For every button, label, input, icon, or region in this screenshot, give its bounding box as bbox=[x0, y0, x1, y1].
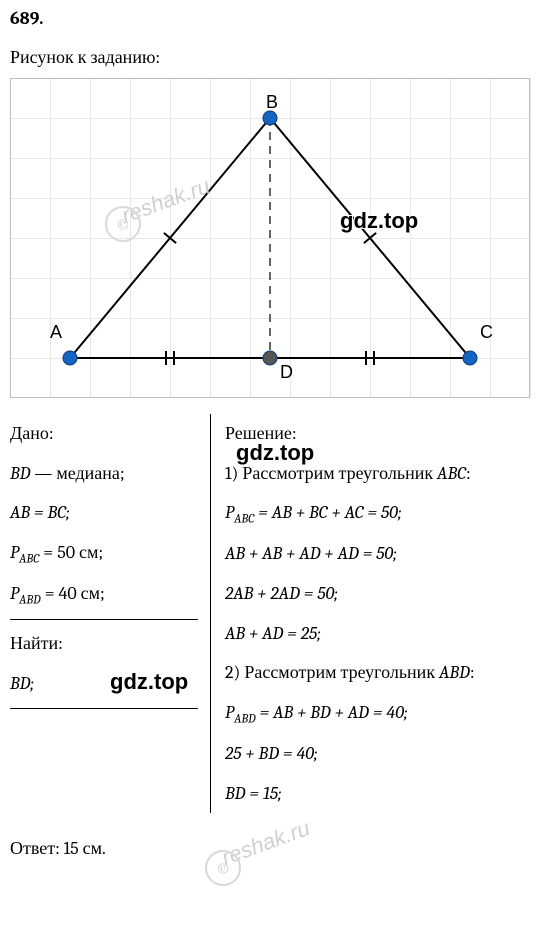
svg-text:C: C bbox=[480, 322, 493, 342]
answer-value: 15 см. bbox=[64, 838, 106, 859]
sol-line-9: BD = 15; bbox=[225, 774, 541, 814]
txt: P bbox=[225, 702, 234, 723]
given-line-4: PABD = 40 см; bbox=[10, 574, 198, 615]
solution-title: Решение: bbox=[225, 414, 541, 454]
diagram: ABCD reshak.ru © gdz.top bbox=[10, 78, 541, 398]
txt: P bbox=[10, 583, 19, 604]
sol-line-5: AB + AD = 25; bbox=[225, 614, 541, 654]
solution-columns: Дано: BD — медиана; AB = BC; PABC = 50 с… bbox=[10, 414, 541, 813]
txt: : bbox=[466, 463, 471, 484]
txt: ABD bbox=[439, 662, 470, 683]
txt: = AB + BD + AD = 40; bbox=[256, 702, 408, 723]
given-line-3: PABC = 50 см; bbox=[10, 533, 198, 574]
txt: ABD bbox=[234, 712, 256, 726]
svg-text:D: D bbox=[280, 362, 293, 382]
txt: ABD bbox=[19, 594, 41, 608]
divider-1 bbox=[10, 619, 198, 620]
txt: 1) Рассмотрим треугольник bbox=[225, 463, 437, 484]
problem-number: 689. bbox=[0, 0, 551, 29]
sol-line-2: PABC = AB + BC + AC = 50; bbox=[225, 493, 541, 534]
sol-line-6: 2) Рассмотрим треугольник ABD: bbox=[225, 653, 541, 693]
txt: ABC bbox=[437, 463, 466, 484]
sol-line-8: 25 + BD = 40; bbox=[225, 734, 541, 774]
txt: — медиана; bbox=[30, 463, 124, 484]
sol-line-1: 1) Рассмотрим треугольник ABC: bbox=[225, 454, 541, 494]
answer-label: Ответ: bbox=[10, 838, 64, 859]
watermark-copyright-1: © bbox=[105, 206, 141, 242]
txt: P bbox=[225, 502, 234, 523]
sol-line-7: PABD = AB + BD + AD = 40; bbox=[225, 693, 541, 734]
given-column: Дано: BD — медиана; AB = BC; PABC = 50 с… bbox=[10, 414, 210, 813]
watermark-copyright-2: © bbox=[205, 850, 241, 886]
given-line-1: BD — медиана; bbox=[10, 454, 198, 494]
txt: 2) Рассмотрим треугольник bbox=[225, 662, 439, 683]
txt: = AB + BC + AC = 50; bbox=[254, 502, 401, 523]
divider-2 bbox=[10, 708, 198, 709]
solution-column: Решение: 1) Рассмотрим треугольник ABC: … bbox=[210, 414, 541, 813]
svg-text:B: B bbox=[266, 92, 278, 112]
txt: = 40 см; bbox=[41, 583, 105, 604]
triangle-figure: A B C D bbox=[10, 78, 541, 398]
svg-text:A: A bbox=[50, 322, 62, 342]
gdz-label-3: gdz.top bbox=[110, 669, 188, 695]
txt: ABC bbox=[234, 513, 254, 527]
txt: ABC bbox=[19, 552, 39, 566]
gdz-label-1: gdz.top bbox=[340, 208, 418, 234]
answer-line: Ответ: 15 см. bbox=[10, 831, 551, 867]
txt: P bbox=[10, 542, 19, 563]
sol-line-3: AB + AB + AD + AD = 50; bbox=[225, 534, 541, 574]
txt: BD bbox=[10, 463, 30, 484]
txt: = 50 см; bbox=[39, 542, 103, 563]
figure-caption: Рисунок к заданию: bbox=[0, 29, 551, 78]
given-line-2: AB = BC; bbox=[10, 493, 198, 533]
given-title: Дано: bbox=[10, 414, 198, 454]
sol-line-4: 2AB + 2AD = 50; bbox=[225, 574, 541, 614]
find-title: Найти: bbox=[10, 624, 198, 664]
txt: : bbox=[470, 662, 475, 683]
